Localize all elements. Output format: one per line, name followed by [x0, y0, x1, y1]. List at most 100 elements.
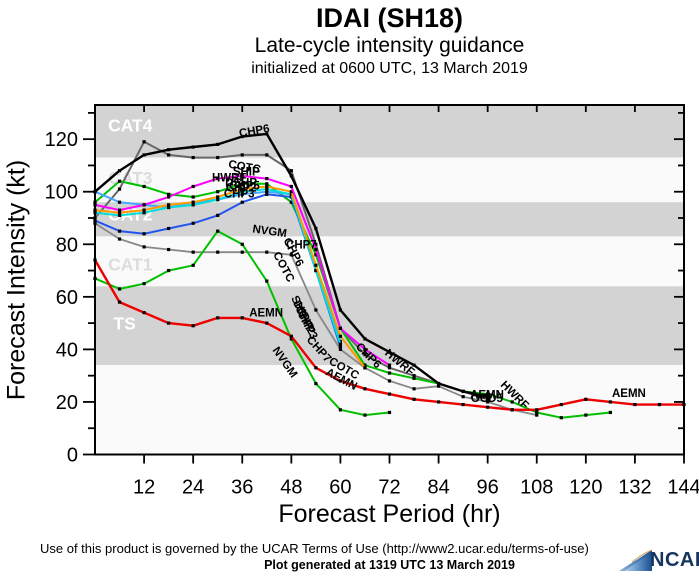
data-point-marker: [363, 413, 367, 417]
data-point-marker: [117, 287, 122, 291]
data-point-marker: [289, 190, 293, 194]
data-point-marker: [167, 192, 171, 196]
band-label-cat4: CAT4: [108, 115, 153, 135]
data-point-marker: [191, 155, 195, 160]
data-point-marker: [117, 213, 122, 217]
data-point-marker: [142, 140, 146, 144]
line-label-ocd5: OCD5: [471, 393, 504, 405]
data-point-marker: [265, 176, 269, 181]
data-point-marker: [240, 134, 244, 139]
line-label-nvgm: NVGM: [252, 224, 288, 241]
x-tick-label: 36: [231, 477, 253, 499]
line-label-chp7: CHP7: [286, 239, 317, 251]
data-point-marker: [363, 347, 367, 351]
y-tick-label: 100: [45, 182, 78, 204]
data-point-marker: [117, 179, 122, 183]
data-point-marker: [363, 363, 367, 367]
x-tick-label: 96: [477, 477, 499, 499]
x-tick-label: 12: [133, 477, 155, 499]
line-label-aemn: AEMN: [470, 389, 504, 401]
data-point-marker: [265, 132, 269, 136]
data-point-marker: [436, 400, 441, 404]
line-label-chp3: CHP3: [224, 188, 255, 200]
data-point-marker: [216, 250, 220, 254]
data-point-marker: [167, 148, 171, 152]
data-point-marker: [265, 192, 269, 196]
data-point-marker: [265, 250, 269, 254]
data-point-marker: [265, 153, 269, 157]
data-point-marker: [167, 226, 171, 231]
data-point-marker: [265, 182, 269, 186]
data-point-marker: [117, 208, 122, 212]
data-point-marker: [191, 221, 195, 225]
data-point-marker: [191, 200, 195, 204]
data-point-marker: [216, 176, 220, 181]
data-point-marker: [142, 310, 146, 315]
data-point-marker: [240, 242, 244, 246]
data-point-marker: [289, 334, 293, 338]
data-point-marker: [363, 387, 367, 391]
data-point-marker: [117, 169, 122, 173]
data-point-marker: [240, 190, 244, 194]
data-point-marker: [265, 184, 269, 189]
plot-frame: [94, 104, 685, 456]
data-point-marker: [584, 413, 588, 417]
data-point-marker: [191, 324, 195, 328]
data-point-marker: [167, 153, 171, 157]
data-point-marker: [338, 345, 343, 349]
band-label-cat1: CAT1: [108, 255, 153, 275]
band-cat4: [95, 105, 684, 158]
x-tick-label: 120: [569, 477, 602, 499]
data-point-marker: [289, 169, 293, 173]
data-point-marker: [142, 232, 146, 236]
data-point-marker: [289, 200, 293, 204]
terms-of-use-text: Use of this product is governed by the U…: [40, 541, 589, 556]
data-point-marker: [387, 371, 392, 375]
data-point-marker: [461, 389, 465, 394]
plot-generated-text: Plot generated at 1319 UTC 13 March 2019: [264, 558, 515, 572]
data-point-marker: [338, 334, 343, 338]
data-point-marker: [338, 408, 343, 412]
data-point-marker: [535, 408, 539, 412]
series-line-ship: [94, 185, 366, 369]
data-point-marker: [486, 392, 490, 396]
data-point-marker: [338, 379, 343, 383]
y-tick-label: 60: [56, 287, 78, 309]
data-point-marker: [191, 250, 195, 254]
data-point-marker: [363, 353, 367, 357]
data-point-marker: [216, 198, 220, 202]
data-point-marker: [240, 200, 244, 204]
data-point-marker: [314, 242, 318, 246]
data-point-marker: [216, 316, 220, 320]
x-tick-label: 108: [520, 477, 553, 499]
data-point-marker: [265, 279, 269, 283]
data-point-marker: [657, 402, 662, 407]
data-point-marker: [240, 182, 244, 186]
x-tick-label: 24: [182, 477, 204, 499]
data-point-marker: [240, 250, 244, 254]
data-point-marker: [486, 400, 490, 404]
data-point-marker: [240, 316, 244, 320]
data-point-marker: [486, 395, 490, 399]
data-point-marker: [167, 247, 171, 252]
data-point-marker: [314, 268, 318, 273]
data-point-marker: [216, 195, 220, 199]
data-point-marker: [338, 342, 343, 346]
data-point-marker: [387, 392, 392, 396]
data-point-marker: [240, 174, 244, 178]
x-tick-label: 132: [618, 477, 651, 499]
y-tick-label: 120: [45, 129, 78, 151]
y-tick-label: 20: [56, 392, 78, 414]
data-point-marker: [216, 229, 220, 233]
y-tick-label: 0: [67, 445, 78, 467]
data-point-marker: [510, 400, 514, 404]
data-point-marker: [486, 397, 490, 401]
x-tick-label: 144: [667, 477, 699, 499]
x-tick-label: 84: [427, 477, 449, 499]
line-label-chp2: CHP2: [226, 182, 257, 194]
ncar-logo-icon: [619, 549, 653, 571]
data-point-marker: [289, 174, 293, 178]
data-point-marker: [191, 184, 195, 189]
data-point-marker: [216, 155, 220, 160]
